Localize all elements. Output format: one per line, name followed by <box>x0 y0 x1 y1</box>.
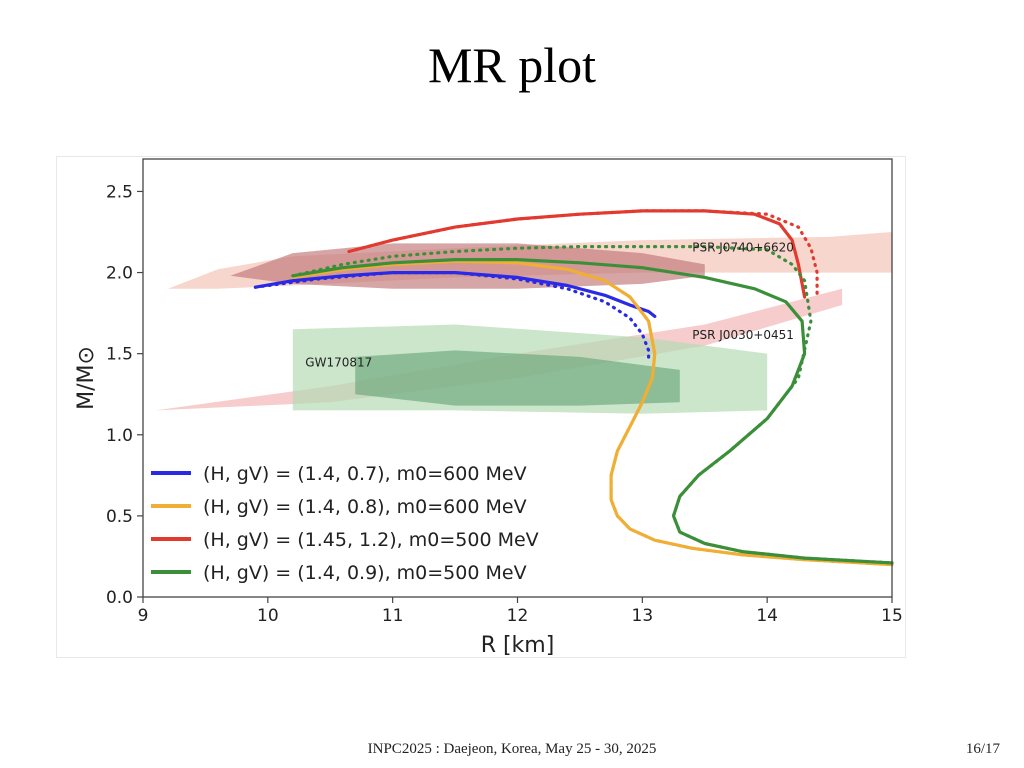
y-tick-label: 0.5 <box>106 507 133 527</box>
x-tick-label: 14 <box>756 606 778 626</box>
legend-label-1: (H, gV) = (1.4, 0.7), m0=600 MeV <box>203 463 527 485</box>
annotation-psr-j0030-0451: PSR J0030+0451 <box>692 328 794 342</box>
y-tick-label: 2.5 <box>106 182 133 202</box>
x-tick-label: 10 <box>257 606 279 626</box>
legend-label-2: (H, gV) = (1.4, 0.8), m0=600 MeV <box>203 496 527 518</box>
series-dotted-line-2 <box>291 259 894 567</box>
y-tick-label: 1.0 <box>106 426 133 446</box>
axes: 9 10 11 12 13 14 15 0.0 0.5 1.0 1.5 2.0 2.5 R [km] M/M… <box>74 158 903 658</box>
y-tick-label: 2.0 <box>106 264 133 284</box>
slide-footer: INPC2025 : Daejeon, Korea, May 25 - 30, … <box>367 741 657 757</box>
series-dotted-line-3 <box>347 209 819 299</box>
x-tick-label: 11 <box>382 606 404 626</box>
slide-title: MR plot <box>427 37 597 93</box>
y-tick-label: 0.0 <box>106 588 133 608</box>
annotation-psr-j0740-6620: PSR J0740+6620 <box>692 240 794 254</box>
x-tick-label: 12 <box>507 606 529 626</box>
region-gw170817-inner <box>355 350 680 406</box>
mr-plot-figure: (H, gV) = (1.4, 0.7), m0=600 MeV (H, gV) … <box>56 156 906 658</box>
x-axis-label: R [km] <box>481 633 555 658</box>
x-tick-label: 9 <box>138 606 149 626</box>
series-dotted-line-4 <box>291 244 894 565</box>
y-tick-label: 1.5 <box>106 345 133 365</box>
series-dotted-line-1 <box>253 270 651 364</box>
mr-plot-svg: (H, gV) = (1.4, 0.7), m0=600 MeV (H, gV) … <box>74 158 903 658</box>
series-lines <box>253 209 894 567</box>
annotation-gw170817: GW170817 <box>305 356 372 370</box>
page-number: 16/17 <box>965 741 1000 757</box>
legend-label-4: (H, gV) = (1.4, 0.9), m0=500 MeV <box>203 562 527 584</box>
x-tick-label: 15 <box>881 606 903 626</box>
legend-box <box>144 453 606 596</box>
annotations: PSR J0740+6620 PSR J0030+0451 GW170817 <box>305 240 794 369</box>
legend-label-3: (H, gV) = (1.45, 1.2), m0=500 MeV <box>203 529 539 551</box>
y-axis-label: M/M⊙ <box>74 346 99 410</box>
region-psr-j0740-6620-inner <box>230 243 705 289</box>
x-tick-label: 13 <box>632 606 654 626</box>
legend: (H, gV) = (1.4, 0.7), m0=600 MeV (H, gV) … <box>144 453 606 596</box>
